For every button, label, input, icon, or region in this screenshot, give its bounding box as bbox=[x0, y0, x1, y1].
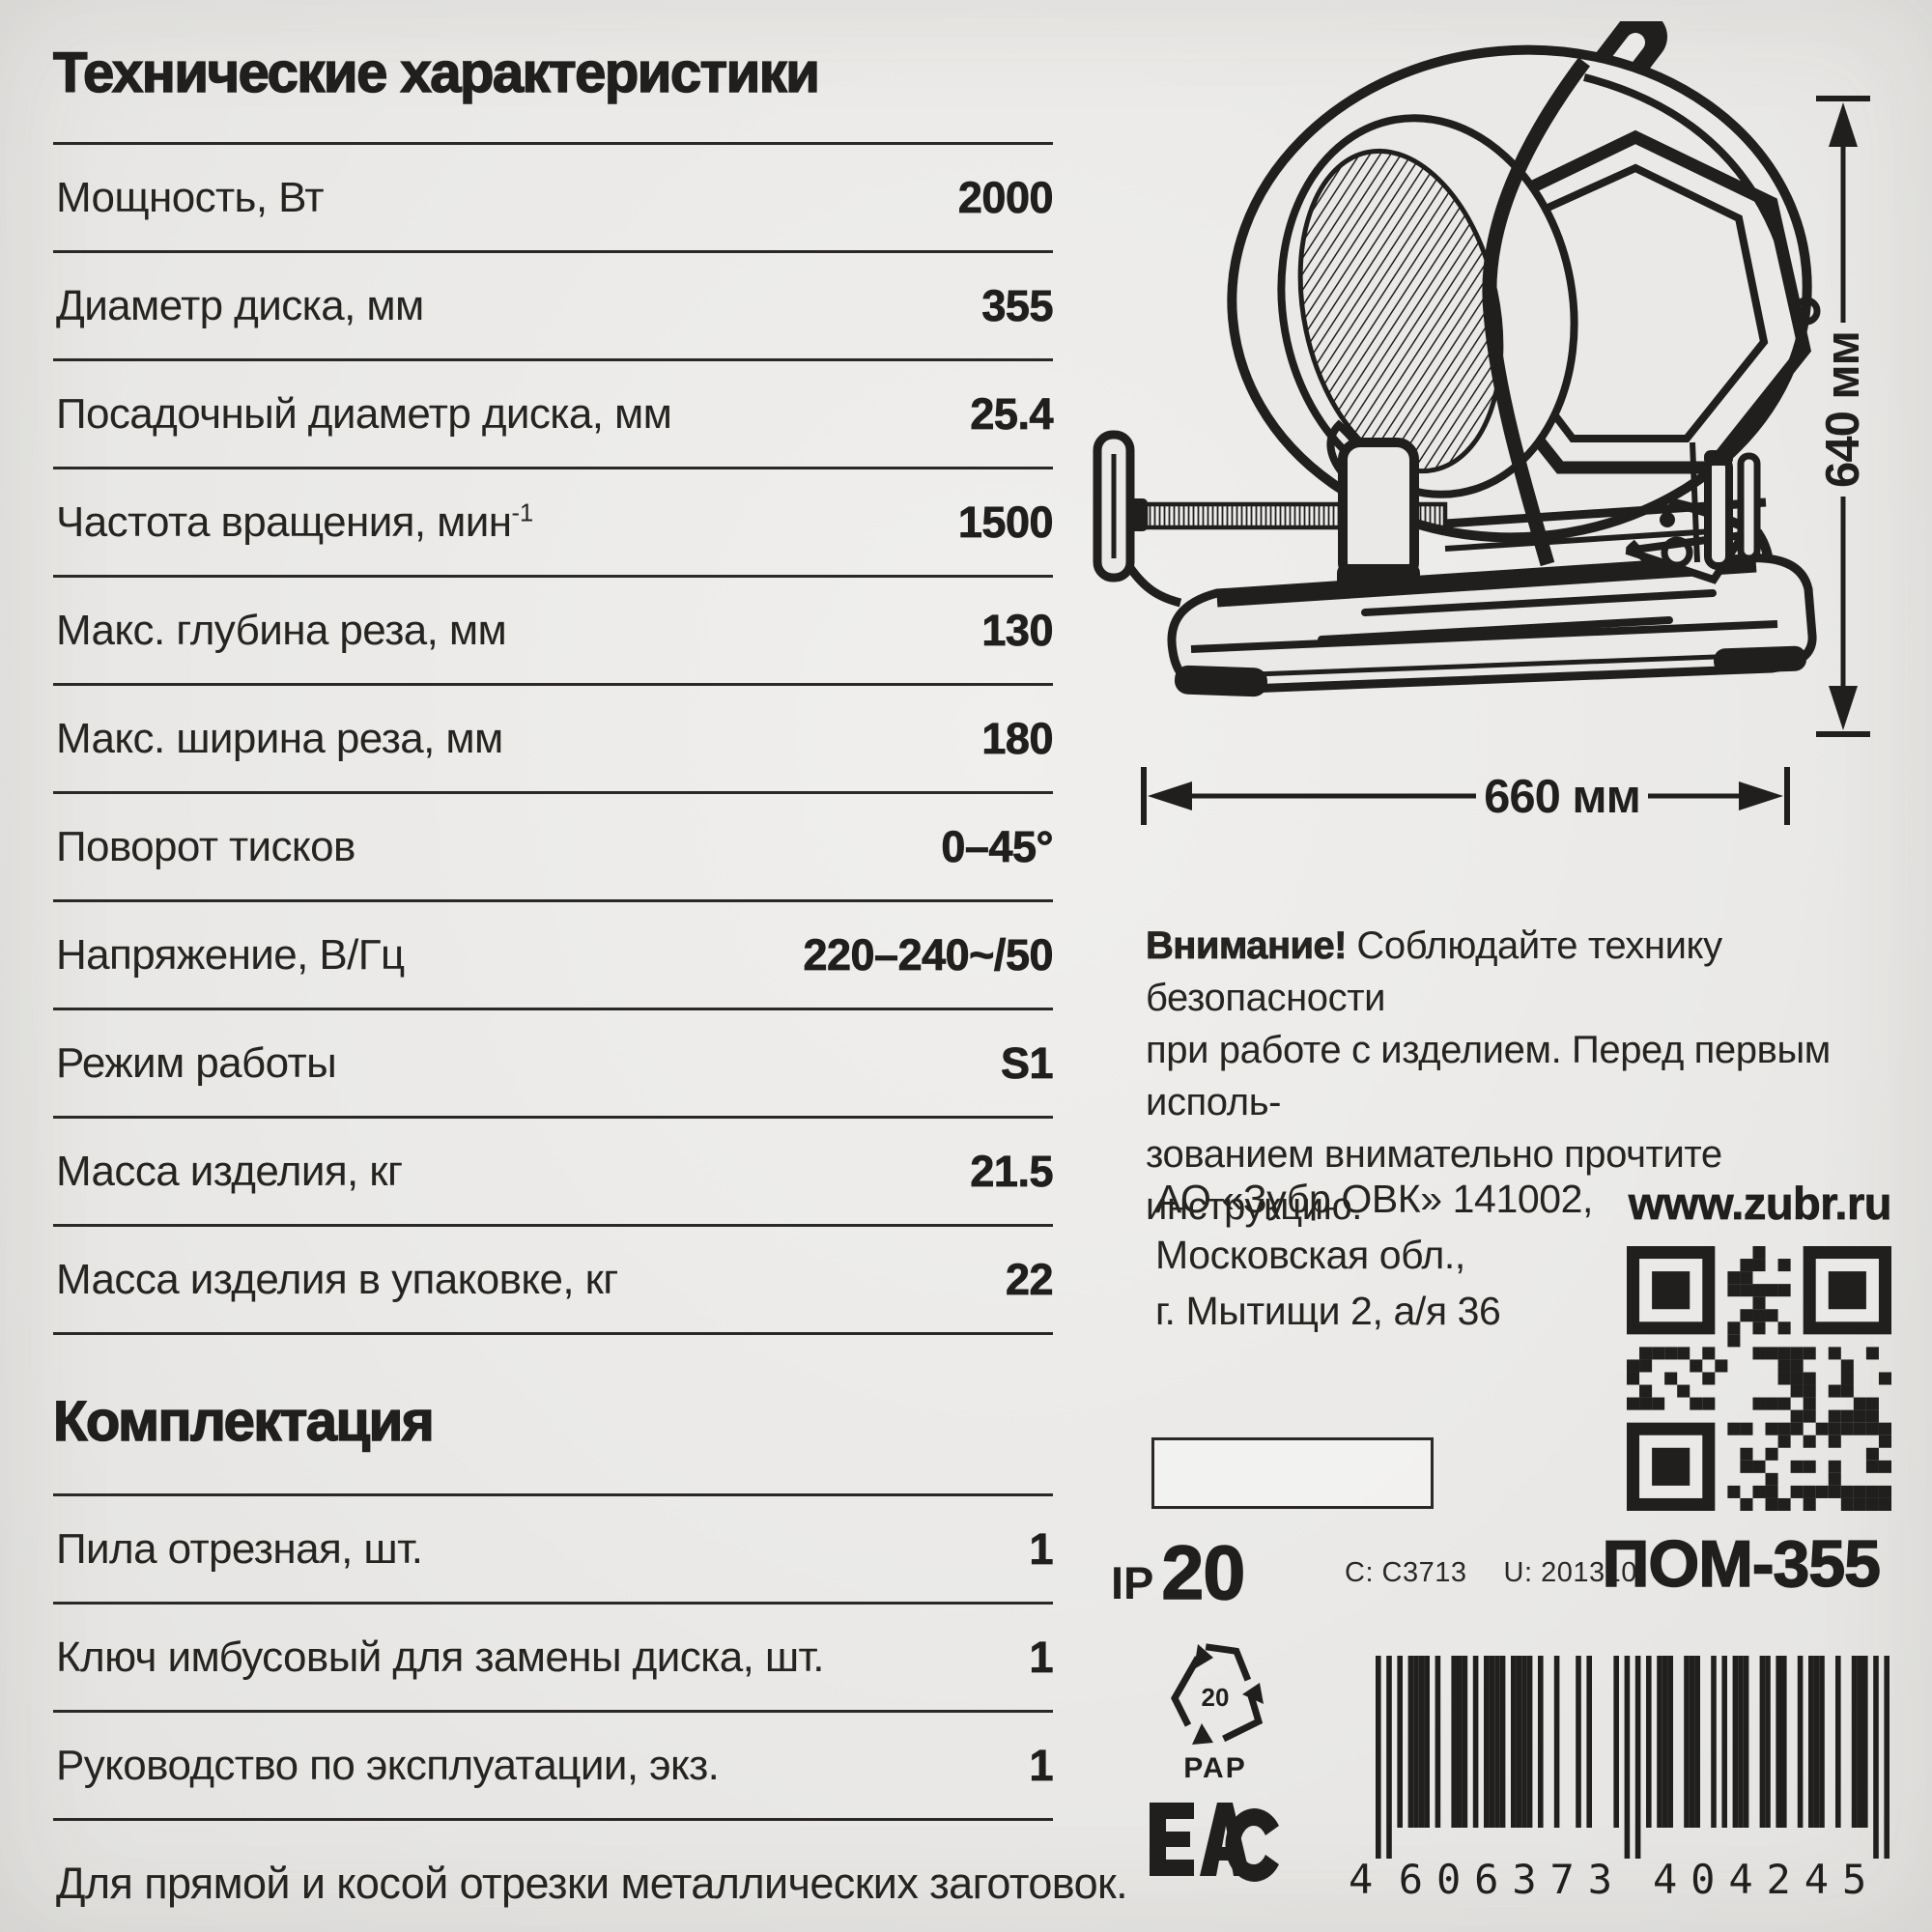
row-value: 130 bbox=[981, 605, 1054, 655]
package-title: Комплектация bbox=[52, 1389, 435, 1454]
row-value: S1 bbox=[1000, 1037, 1054, 1088]
row-value: 180 bbox=[981, 713, 1054, 763]
height-dimension-label: 640 мм bbox=[1817, 331, 1869, 488]
row-value: 1 bbox=[1029, 1632, 1054, 1682]
svg-text:4: 4 bbox=[1804, 1856, 1829, 1899]
width-dimension-label: 660 мм bbox=[1484, 771, 1640, 823]
address-line: АО «Зубр ОВК» 141002, bbox=[1155, 1177, 1594, 1221]
row-value: 1500 bbox=[957, 497, 1053, 547]
row-value: 1 bbox=[1029, 1740, 1054, 1790]
svg-text:3: 3 bbox=[1588, 1856, 1612, 1899]
c-code: C: C3713 bbox=[1345, 1557, 1467, 1588]
cutoff-saw-diagram: 640 мм 660 мм bbox=[1093, 21, 1870, 825]
vise-assembly-icon bbox=[1093, 419, 1767, 608]
recycle-pap-icon: 20 PAP bbox=[1171, 1643, 1264, 1783]
spec-row: Поворот тисков 0–45° bbox=[53, 791, 1054, 899]
row-label: Посадочный диаметр диска, мм bbox=[56, 389, 672, 438]
row-label: Масса изделия, кг bbox=[56, 1147, 403, 1195]
row-label: Руководство по эксплуатации, экз. bbox=[56, 1741, 720, 1789]
width-dimension: 660 мм bbox=[1141, 767, 1790, 825]
qr-code bbox=[1627, 1246, 1891, 1511]
svg-text:7: 7 bbox=[1550, 1856, 1575, 1899]
specs-table: Мощность, Вт 2000 Диаметр диска, мм 355 Поса… bbox=[53, 142, 1054, 1335]
row-label: Поворот тисков bbox=[56, 822, 355, 870]
address-line: г. Мытищи 2, а/я 36 bbox=[1155, 1289, 1501, 1333]
row-label: Частота вращения, мин-1 bbox=[56, 497, 534, 546]
website-link: www.zubr.ru bbox=[1628, 1178, 1891, 1230]
row-label: Макс. глубина реза, мм bbox=[56, 606, 507, 654]
row-value: 220–240~/50 bbox=[803, 929, 1054, 980]
row-label: Мощность, Вт bbox=[56, 173, 325, 221]
warning-line: при работе с изделием. Перед первым испо… bbox=[1146, 1029, 1831, 1123]
purpose-note: Для прямой и косой отрезки металлических… bbox=[56, 1859, 1128, 1908]
model-number: ПОМ-355 bbox=[1602, 1526, 1882, 1602]
row-value: 21.5 bbox=[970, 1146, 1054, 1196]
recycle-material: PAP bbox=[1183, 1752, 1246, 1783]
production-codes: C: C3713 U: 201310 bbox=[1345, 1557, 1637, 1589]
safety-warning: Внимание! Соблюдайте технику безопасност… bbox=[1146, 920, 1918, 1233]
row-label: Масса изделия в упаковке, кг bbox=[56, 1255, 618, 1303]
row-value: 355 bbox=[981, 280, 1054, 330]
row-label: Макс. ширина реза, мм bbox=[56, 714, 503, 762]
spec-row: Напряжение, В/Гц 220–240~/50 bbox=[53, 899, 1054, 1008]
ip-value: 20 bbox=[1161, 1528, 1246, 1616]
blade-guard-icon bbox=[1227, 44, 1821, 567]
svg-text:5: 5 bbox=[1842, 1856, 1866, 1899]
spec-row: Макс. глубина реза, мм 130 bbox=[53, 575, 1054, 683]
svg-text:6: 6 bbox=[1474, 1856, 1498, 1899]
svg-text:2: 2 bbox=[1767, 1856, 1791, 1899]
row-value: 22 bbox=[1005, 1254, 1054, 1304]
row-value: 25.4 bbox=[970, 388, 1054, 439]
spec-row: Масса изделия, кг 21.5 bbox=[53, 1116, 1054, 1224]
warning-line: зованием внимательно прочтите инструкцию… bbox=[1146, 1133, 1722, 1228]
saw-base-icon bbox=[1167, 554, 1817, 697]
row-value: 2000 bbox=[957, 172, 1053, 222]
address-line: Московская обл., bbox=[1155, 1233, 1465, 1277]
row-value: 0–45° bbox=[941, 821, 1054, 871]
ip-rating: IP 20 bbox=[1111, 1528, 1246, 1617]
row-label: Режим работы bbox=[56, 1038, 337, 1087]
package-row: Ключ имбусовый для замены диска, шт. 1 bbox=[53, 1602, 1054, 1710]
u-code: U: 201310 bbox=[1503, 1557, 1637, 1588]
svg-text:4: 4 bbox=[1349, 1856, 1373, 1899]
package-table: Пила отрезная, шт. 1 Ключ имбусовый для за… bbox=[53, 1493, 1054, 1821]
svg-text:4: 4 bbox=[1653, 1856, 1677, 1899]
specs-title: Технические характеристики bbox=[52, 41, 820, 105]
company-address: АО «Зубр ОВК» 141002, Московская обл., г. … bbox=[1155, 1171, 1593, 1339]
row-label: Диаметр диска, мм bbox=[56, 281, 424, 329]
svg-text:4: 4 bbox=[1728, 1856, 1752, 1899]
package-row: Руководство по эксплуатации, экз. 1 bbox=[53, 1710, 1054, 1818]
row-value: 1 bbox=[1029, 1523, 1054, 1574]
spec-row: Мощность, Вт 2000 bbox=[53, 142, 1054, 250]
spec-row: Посадочный диаметр диска, мм 25.4 bbox=[53, 358, 1054, 467]
spec-row: Режим работы S1 bbox=[53, 1008, 1054, 1116]
height-dimension: 640 мм bbox=[1816, 96, 1870, 737]
warning-line: Внимание! Соблюдайте технику безопасност… bbox=[1146, 924, 1722, 1019]
package-row: Пила отрезная, шт. 1 bbox=[53, 1493, 1054, 1602]
serial-number-box bbox=[1151, 1437, 1434, 1509]
spec-row: Частота вращения, мин-1 1500 bbox=[53, 467, 1054, 575]
svg-text:0: 0 bbox=[1436, 1856, 1461, 1899]
ip-prefix: IP bbox=[1111, 1557, 1154, 1608]
row-label: Пила отрезная, шт. bbox=[56, 1524, 423, 1573]
svg-text:3: 3 bbox=[1512, 1856, 1536, 1899]
row-label: Ключ имбусовый для замены диска, шт. bbox=[56, 1633, 824, 1681]
spec-row: Макс. ширина реза, мм 180 bbox=[53, 683, 1054, 791]
svg-text:6: 6 bbox=[1399, 1856, 1423, 1899]
spec-row: Диаметр диска, мм 355 bbox=[53, 250, 1054, 358]
row-label: Напряжение, В/Гц bbox=[56, 930, 405, 979]
spec-row: Масса изделия в упаковке, кг 22 bbox=[53, 1224, 1054, 1332]
svg-text:0: 0 bbox=[1690, 1856, 1715, 1899]
recycle-number: 20 bbox=[1202, 1683, 1230, 1712]
eac-mark-icon bbox=[1150, 1803, 1279, 1882]
